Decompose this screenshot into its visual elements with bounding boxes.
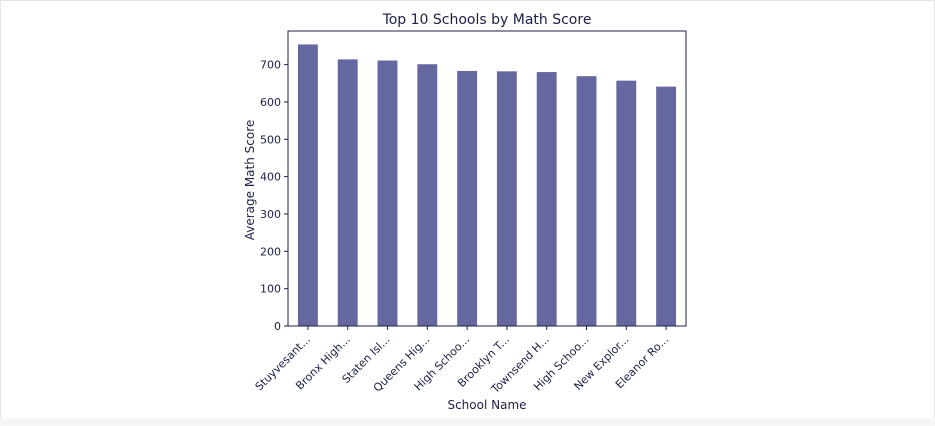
panel-bottom-edge: [0, 418, 935, 426]
y-axis-label: Average Math Score: [243, 120, 257, 241]
bar: [457, 70, 478, 327]
bar: [377, 60, 398, 326]
bar: [536, 72, 557, 326]
y-tick-label: 200: [260, 245, 281, 258]
plot-area-frame: [287, 30, 687, 327]
bars-group: [297, 44, 677, 327]
y-tick-label: 0: [274, 320, 281, 333]
y-tick-label: 700: [260, 59, 281, 72]
x-axis-label: School Name: [447, 398, 526, 412]
bar: [496, 71, 517, 326]
bar: [337, 59, 358, 326]
y-tick-label: 600: [260, 96, 281, 109]
x-ticks-group: Stuyvesant...Bronx High...Staten Isl...Q…: [253, 326, 671, 397]
y-tick-label: 400: [260, 171, 281, 184]
y-tick-label: 300: [260, 208, 281, 221]
y-tick-label: 100: [260, 283, 281, 296]
chart-title: Top 10 Schools by Math Score: [382, 12, 592, 28]
bar: [576, 76, 597, 326]
bar: [297, 44, 318, 326]
y-ticks-group: 0 100 200 300 400 500 600 700: [260, 59, 288, 333]
bar: [656, 86, 677, 326]
bar: [616, 80, 637, 327]
y-tick-label: 500: [260, 133, 281, 146]
bar: [417, 64, 438, 326]
